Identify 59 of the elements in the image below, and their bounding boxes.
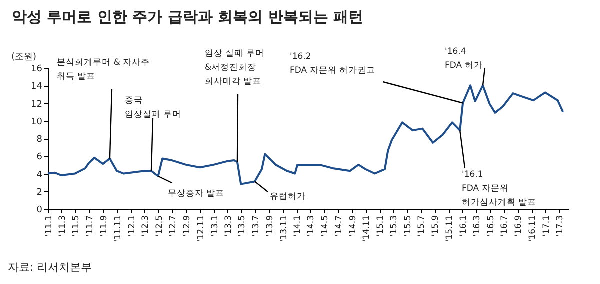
x-tick-label: '15.1: [376, 216, 386, 237]
x-tick-label: '17.3: [555, 216, 566, 237]
y-tick-label: 16: [31, 64, 43, 74]
annotation: 분식회계루머 & 자사주 취득 발표: [57, 58, 150, 82]
x-tick-label: '12.7: [168, 216, 179, 237]
x-tick-label: '11.11: [113, 216, 124, 242]
x-tick-label: '11.3: [58, 216, 68, 237]
y-tick-label: 4: [36, 170, 43, 180]
x-tick-label: '15.3: [389, 216, 400, 237]
x-tick-label: '16.7: [500, 216, 510, 237]
x-tick-label: '15.7: [417, 216, 428, 237]
y-tick-label: 0: [36, 206, 43, 216]
x-tick-label: '13.7: [251, 216, 262, 237]
annotation: '16.4 FDA 허가: [445, 47, 483, 71]
y-tick-label: 2: [36, 188, 42, 198]
x-tick-label: '14.1: [293, 216, 304, 237]
x-tick-label: '16.11: [528, 216, 538, 242]
x-tick-label: '11.1: [44, 216, 54, 237]
x-tick-label: '15.9: [431, 216, 442, 237]
y-tick-label: 14: [31, 82, 43, 92]
x-tick-label: '17.1: [542, 216, 552, 237]
x-tick-label: '14.7: [334, 216, 344, 237]
x-tick-label: '12.3: [140, 216, 151, 237]
annotation: '16.2 FDA 자문위 허가권고: [290, 52, 376, 76]
x-tick-label: '13.1: [210, 216, 220, 237]
x-tick-label: '11.5: [72, 216, 82, 237]
x-tick-label: '13.9: [266, 216, 276, 237]
y-tick-label: 10: [31, 117, 43, 128]
y-tick-label: 8: [36, 135, 43, 145]
annotation: 중국 임상실패 루머: [125, 96, 182, 120]
x-tick-label: '14.11: [362, 216, 372, 242]
x-tick-label: '16.1: [458, 216, 469, 237]
y-axis-title: (조원): [12, 52, 37, 62]
x-tick-label: '14.3: [306, 216, 317, 237]
x-tick-label: '12.5: [154, 216, 165, 237]
x-tick-label: '16.5: [486, 216, 496, 237]
x-tick-label: '15.5: [403, 216, 414, 237]
chart-title: 악성 루머로 인한 주가 급락과 회복의 반복되는 패턴: [12, 8, 364, 26]
x-tick-label: '16.3: [472, 216, 482, 237]
text: 자료: 리서치본부: [8, 261, 92, 274]
annotation: 유럽허가: [270, 192, 306, 202]
line-series: [47, 84, 564, 186]
annotation: '16.1 FDA 자문위 허가심사계획 발표: [462, 170, 537, 208]
x-tick-label: '13.3: [224, 216, 234, 237]
x-tick-label: '16.9: [514, 216, 524, 237]
x-tick-label: '14.9: [348, 216, 358, 237]
x-tick-label: '12.1: [127, 216, 138, 237]
x-tick-label: '15.11: [445, 216, 456, 242]
x-tick-label: '11.9: [100, 216, 110, 237]
y-tick-label: 12: [31, 100, 42, 110]
y-tick-label: 6: [36, 152, 43, 163]
annotation: 무상증자 발표: [168, 189, 225, 199]
x-tick-label: '12.11: [196, 216, 207, 242]
annotation: 임상 실패 루머 &서정진회장 회사매각 발표: [205, 49, 264, 87]
x-tick-label: '11.7: [86, 216, 96, 237]
x-tick-label: '14.5: [320, 216, 330, 237]
x-tick-label: '13.5: [238, 216, 248, 237]
x-tick-label: '13.11: [279, 216, 290, 242]
x-tick-label: '12.9: [182, 216, 193, 237]
